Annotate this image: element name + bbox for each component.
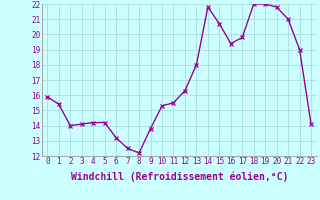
X-axis label: Windchill (Refroidissement éolien,°C): Windchill (Refroidissement éolien,°C) (70, 172, 288, 182)
